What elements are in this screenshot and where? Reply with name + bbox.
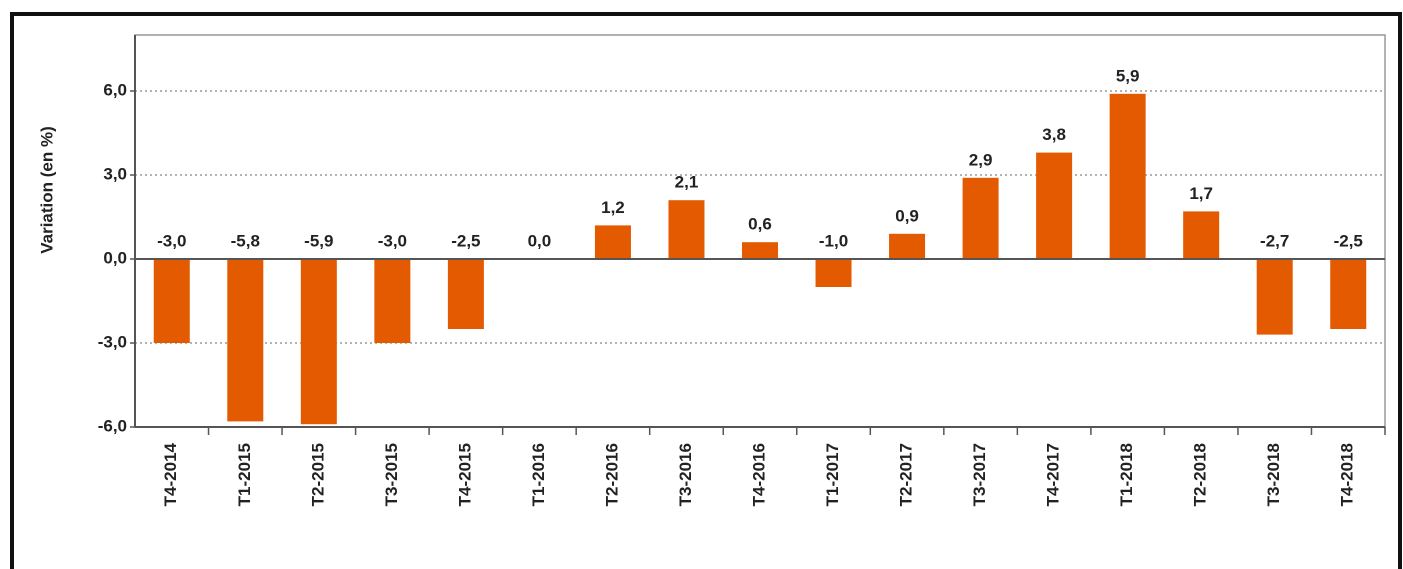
- data-label: -2,7: [1260, 231, 1289, 250]
- x-tick-label: T3-2018: [1264, 443, 1283, 506]
- y-axis-label: Variation (en %): [37, 126, 56, 254]
- bar: [1109, 93, 1146, 259]
- x-tick-label: T2-2018: [1191, 443, 1210, 506]
- bar: [889, 233, 926, 259]
- x-tick-label: T4-2015: [455, 443, 474, 506]
- data-label: 3,8: [1042, 125, 1066, 144]
- bar: [962, 177, 999, 259]
- x-tick-label: T1-2015: [235, 443, 254, 506]
- data-label: 5,9: [1116, 66, 1140, 85]
- x-tick-label: T4-2016: [749, 443, 768, 506]
- bar: [1036, 152, 1073, 259]
- data-label: -3,0: [378, 231, 407, 250]
- x-tick-label: T2-2017: [897, 443, 916, 506]
- y-tick-label: 6,0: [103, 80, 127, 99]
- frame: [10, 12, 1402, 569]
- bar: [815, 259, 852, 287]
- bar: [227, 259, 264, 422]
- bar: [447, 259, 484, 329]
- data-label: 2,1: [675, 173, 699, 192]
- x-tick-label: T4-2018: [1338, 443, 1357, 506]
- data-label: 1,7: [1189, 184, 1213, 203]
- data-label: -1,0: [819, 231, 848, 250]
- bar: [594, 225, 631, 259]
- bar: [742, 242, 778, 259]
- data-label: -5,9: [304, 231, 333, 250]
- x-tick-label: T3-2015: [382, 443, 401, 506]
- y-tick-label: 0,0: [103, 248, 127, 267]
- data-label: 1,2: [601, 198, 625, 217]
- data-label: -2,5: [451, 231, 480, 250]
- x-tick-label: T1-2016: [529, 443, 548, 506]
- y-tick-label: -6,0: [98, 416, 127, 435]
- data-label: 0,0: [528, 231, 552, 250]
- data-label: 2,9: [969, 150, 993, 169]
- bar: [374, 259, 411, 343]
- x-tick-label: T3-2016: [676, 443, 695, 506]
- bar: [153, 259, 190, 343]
- x-tick-label: T1-2018: [1117, 443, 1136, 506]
- x-tick-label: T1-2017: [823, 443, 842, 506]
- y-tick-label: -3,0: [98, 332, 127, 351]
- data-label: -2,5: [1334, 231, 1363, 250]
- x-tick-label: T4-2017: [1044, 443, 1063, 506]
- x-tick-label: T4-2014: [161, 442, 180, 506]
- data-label: 0,6: [748, 215, 772, 234]
- y-tick-label: 3,0: [103, 164, 127, 183]
- bar: [1183, 211, 1220, 259]
- data-label: -5,8: [231, 231, 260, 250]
- x-tick-label: T2-2015: [308, 443, 327, 506]
- data-label: 0,9: [895, 206, 919, 225]
- data-label: -3,0: [157, 231, 186, 250]
- bar: [668, 200, 705, 259]
- x-tick-label: T2-2016: [602, 443, 621, 506]
- bar: [300, 259, 337, 425]
- x-tick-label: T3-2017: [970, 443, 989, 506]
- bar: [1256, 259, 1293, 335]
- bar: [1330, 259, 1367, 329]
